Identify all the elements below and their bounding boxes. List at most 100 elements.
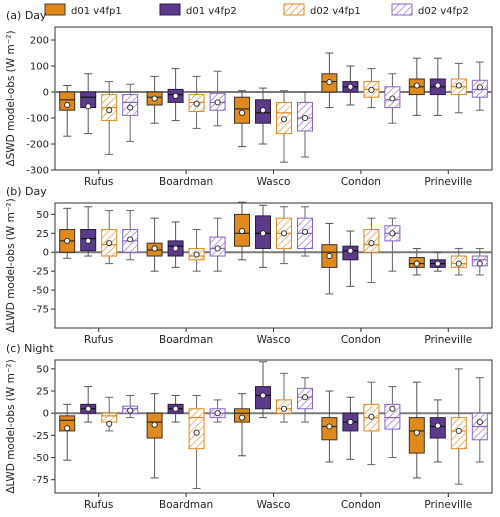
mean-marker [127, 407, 134, 414]
mean-marker [434, 422, 441, 429]
y-tick-label: 200 [30, 36, 49, 47]
box-condon-d01-v4fp1 [321, 52, 338, 109]
box-rufus-d02-v4fp1 [101, 81, 118, 155]
plot-frame [54, 202, 493, 329]
box-rufus-d02-v4fp2 [122, 394, 139, 419]
legend-swatch [44, 3, 66, 16]
x-tick-label: Boardman [159, 176, 213, 188]
box-wasco-d02-v4fp1 [276, 90, 292, 163]
mean-marker [347, 83, 354, 90]
box-wasco-d02-v4fp1 [276, 206, 292, 265]
x-tick-label: Rufus [84, 176, 113, 188]
x-tick-label: Wasco [257, 499, 291, 511]
legend-swatch [391, 3, 413, 16]
mean-marker [389, 95, 396, 102]
mean-marker [259, 230, 267, 237]
box-condon-d01-v4fp2 [342, 65, 359, 106]
box-boardman-d02-v4fp2 [209, 399, 226, 423]
mean-marker [238, 414, 246, 421]
mean-marker [347, 419, 354, 426]
y-axis-label: ΔLWD model-obs (W m⁻²) [5, 359, 17, 493]
y-tick-label: 100 [30, 62, 49, 73]
mean-marker [238, 227, 246, 235]
mean-marker [172, 245, 179, 252]
box-prineville-d01-v4fp1 [408, 247, 425, 276]
legend-entry: d01 v4fp1 [44, 3, 122, 17]
box-rufus-d01-v4fp2 [80, 386, 97, 423]
box-condon-d02-v4fp1 [363, 68, 380, 109]
box-condon-d01-v4fp1 [321, 222, 338, 295]
box-prineville-d01-v4fp1 [408, 381, 425, 479]
box-rufus-d02-v4fp2 [122, 83, 139, 142]
box-wasco-d01-v4fp2 [255, 204, 271, 268]
box-rufus-d02-v4fp1 [101, 210, 118, 265]
mean-marker [172, 92, 179, 99]
box-prineville-d02-v4fp1 [450, 247, 467, 276]
mean-marker [455, 82, 462, 89]
legend: d01 v4fp1 d01 v4fp2 d02 v4fp1 d02 v4fp2 [44, 3, 469, 17]
box-condon-d02-v4fp2 [384, 73, 401, 124]
mean-marker [280, 405, 288, 412]
mean-marker [127, 236, 134, 243]
y-tick-label: -25 [33, 267, 49, 278]
mean-marker [259, 392, 267, 399]
box-prineville-d02-v4fp1 [450, 368, 467, 485]
mean-marker [389, 230, 396, 237]
mean-marker [85, 237, 92, 244]
box-prineville-d01-v4fp2 [429, 57, 446, 116]
box-wasco-d01-v4fp1 [234, 201, 250, 261]
y-axis-label: ΔSWD model-obs (W m⁻²) [5, 30, 17, 166]
mean-marker [64, 237, 71, 244]
y-tick-label: -200 [26, 140, 49, 151]
y-tick-label: 0 [43, 409, 49, 420]
y-tick-label: 25 [36, 387, 49, 398]
mean-marker [455, 260, 462, 267]
mean-marker [64, 101, 71, 109]
mean-marker [476, 84, 483, 91]
box-rufus-d02-v4fp1 [101, 396, 118, 432]
mean-marker [301, 228, 309, 235]
mean-marker [455, 427, 462, 434]
mean-marker [64, 425, 71, 432]
mean-marker [214, 245, 221, 252]
y-tick-label: 50 [36, 364, 49, 375]
mean-marker [326, 252, 333, 260]
box-condon-d01-v4fp2 [342, 396, 359, 460]
box-boardman-d02-v4fp2 [209, 70, 226, 127]
x-tick-label: Wasco [257, 334, 291, 346]
mean-marker [301, 114, 309, 122]
mean-marker [193, 429, 200, 436]
box-wasco-d02-v4fp2 [297, 377, 313, 423]
mean-marker [413, 260, 420, 267]
box-prineville-d02-v4fp2 [471, 247, 488, 276]
y-tick-label: 0 [43, 248, 49, 259]
y-tick-label: -50 [33, 286, 49, 297]
panel-label: (c) Night [6, 342, 54, 355]
x-tick-label: Prineville [424, 176, 472, 188]
box-wasco-d01-v4fp2 [255, 361, 271, 419]
mean-marker [413, 82, 420, 89]
y-axis-label: ΔLWD model-obs (W m⁻²) [5, 198, 17, 332]
box-condon-d01-v4fp2 [342, 230, 359, 287]
y-tick-label: -75 [33, 475, 49, 486]
mean-marker [106, 240, 113, 247]
box-condon-d01-v4fp1 [321, 390, 338, 463]
mean-marker [151, 421, 158, 428]
box-iqr [188, 408, 205, 450]
legend-entry: d01 v4fp2 [159, 3, 237, 17]
legend-label: d02 v4fp1 [310, 6, 361, 17]
box-boardman-d01-v4fp2 [167, 221, 184, 268]
mean-marker [347, 247, 354, 254]
y-tick-label: -75 [33, 305, 49, 316]
mean-marker [476, 260, 483, 267]
legend-label: d01 v4fp1 [71, 6, 122, 17]
y-tick-label: -100 [26, 114, 49, 125]
legend-label: d01 v4fp2 [186, 6, 237, 17]
box-rufus-d01-v4fp1 [59, 85, 76, 137]
box-condon-d02-v4fp1 [363, 217, 380, 284]
box-wasco-d01-v4fp1 [234, 90, 250, 148]
box-prineville-d01-v4fp2 [429, 251, 446, 272]
mean-marker [368, 86, 375, 93]
box-rufus-d01-v4fp1 [59, 403, 76, 461]
box-boardman-d01-v4fp1 [146, 393, 163, 479]
